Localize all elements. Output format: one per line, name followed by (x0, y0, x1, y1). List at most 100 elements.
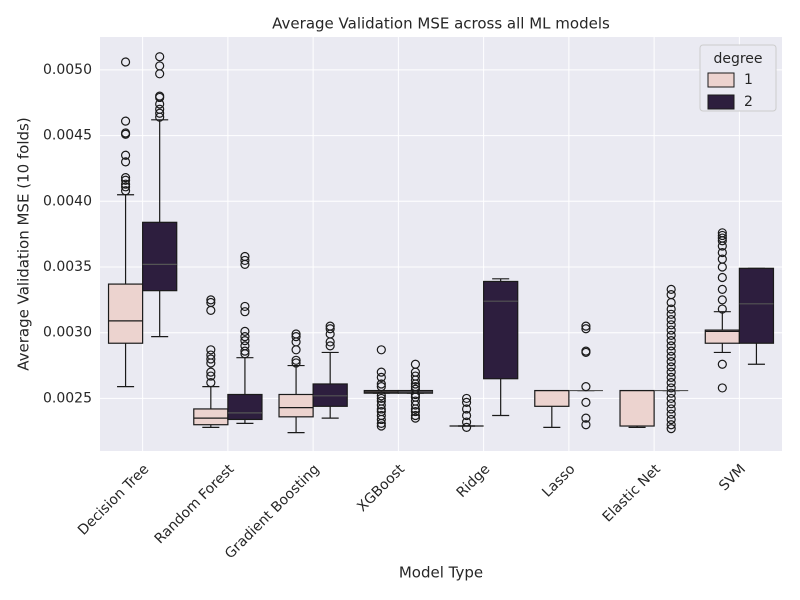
legend-label: 1 (744, 72, 753, 88)
x-tick-label: XGBoost (354, 461, 408, 515)
outlier (206, 295, 216, 305)
outlier (120, 157, 131, 167)
outlier (376, 393, 386, 404)
outlier (155, 92, 165, 103)
outlier (291, 345, 301, 355)
outlier (717, 383, 727, 393)
outlier (717, 262, 727, 272)
outlier (410, 400, 421, 410)
box (704, 329, 740, 344)
y-tick-label: 0.0050 (43, 62, 92, 78)
legend-label: 2 (744, 94, 753, 110)
outlier (717, 230, 727, 241)
outlier (666, 399, 676, 409)
outlier (240, 332, 250, 342)
outlier (376, 404, 386, 414)
outlier (240, 301, 250, 312)
box (534, 389, 570, 407)
outlier (410, 375, 421, 385)
outlier (376, 367, 386, 377)
outlier (291, 332, 301, 342)
outlier (120, 182, 131, 192)
outlier (666, 320, 676, 330)
outlier (666, 393, 676, 404)
x-tick-label: SVM (716, 461, 749, 494)
box (107, 283, 144, 344)
plot-area (100, 37, 782, 451)
outlier (717, 272, 727, 283)
outlier (155, 112, 165, 122)
outlier (666, 357, 676, 367)
outlier (206, 378, 216, 388)
outlier (666, 420, 676, 430)
outlier (206, 371, 216, 381)
outlier (376, 421, 386, 431)
outlier (666, 383, 676, 393)
legend-swatch (707, 72, 735, 88)
box (227, 393, 263, 421)
y-tick-label: 0.0035 (43, 259, 92, 275)
outlier (376, 379, 386, 389)
outlier (155, 99, 165, 109)
outlier (206, 305, 216, 315)
outlier (581, 397, 591, 407)
outlier (717, 241, 727, 251)
outlier (376, 400, 386, 410)
box (312, 383, 348, 407)
outlier (717, 284, 727, 294)
outlier (155, 52, 165, 62)
outlier (206, 358, 216, 368)
outlier (410, 413, 421, 423)
outlier (410, 410, 421, 421)
outlier (717, 247, 727, 258)
outlier (120, 175, 131, 185)
outlier (410, 404, 421, 414)
outlier (206, 367, 216, 377)
box (619, 389, 655, 427)
y-tick-label: 0.0025 (43, 390, 92, 406)
outlier (461, 404, 472, 414)
x-tick-label: Lasso (539, 461, 578, 500)
outlier (666, 367, 676, 377)
outlier (461, 397, 472, 407)
outlier (206, 345, 216, 355)
outlier (410, 389, 421, 400)
outlier (240, 336, 250, 346)
x-tick-label: Random Forest (152, 461, 238, 547)
outlier (376, 414, 386, 425)
outlier (666, 341, 676, 351)
outlier (666, 404, 676, 414)
outlier (581, 420, 591, 430)
outlier (666, 409, 676, 419)
legend-title: degree (713, 51, 762, 67)
outlier (120, 57, 131, 67)
outlier (291, 358, 301, 368)
outlier (410, 406, 421, 417)
box (278, 393, 314, 418)
outlier (376, 372, 386, 382)
outlier (461, 393, 472, 404)
outlier (155, 69, 165, 79)
outlier (717, 236, 727, 246)
outlier (717, 295, 727, 305)
outlier (325, 337, 335, 347)
box (193, 408, 229, 426)
x-axis-title: Model Type (399, 564, 483, 582)
outlier (120, 179, 131, 189)
outlier (666, 297, 676, 308)
outlier (240, 259, 250, 269)
outlier (666, 336, 676, 346)
outlier (240, 349, 250, 359)
chart-title: Average Validation MSE across all ML mod… (272, 15, 610, 33)
outlier (376, 345, 386, 355)
outlier (240, 255, 250, 266)
box (738, 267, 775, 344)
outlier (376, 382, 386, 392)
y-tick-label: 0.0040 (43, 193, 92, 209)
y-tick-label: 0.0030 (43, 325, 92, 341)
outlier (240, 326, 250, 336)
outlier (581, 324, 591, 334)
x-tick-label: Elastic Net (600, 461, 665, 526)
outlier (120, 150, 131, 160)
